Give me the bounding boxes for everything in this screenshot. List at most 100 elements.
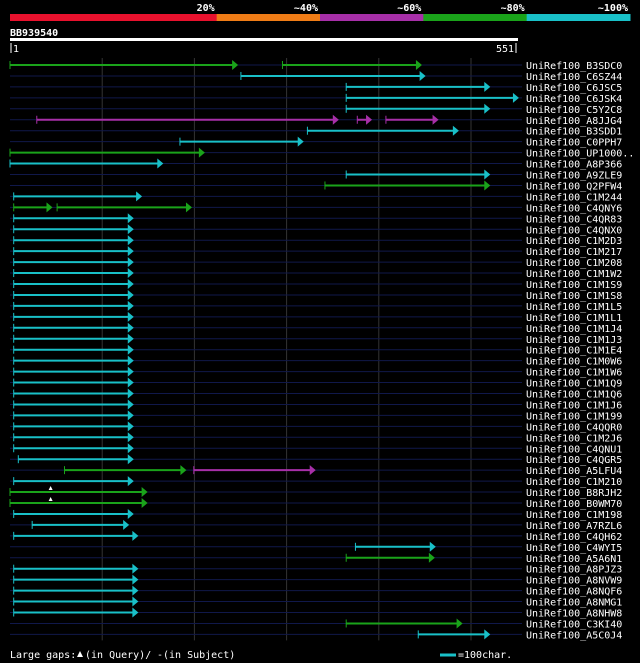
hit-row: UniRef100_C3KI40 (10, 618, 622, 630)
hit-name: UniRef100_C1M208 (526, 258, 622, 269)
hit-name: UniRef100_A5A6N1 (526, 554, 622, 565)
hit-name: UniRef100_B3SDD1 (526, 127, 622, 138)
hit-name: UniRef100_C1M1J4 (526, 324, 622, 335)
segment-arrow-icon (309, 465, 316, 476)
segment-arrow-icon (157, 158, 164, 169)
segment-arrow-icon (127, 508, 134, 519)
segment-arrow-icon (415, 60, 422, 70)
hit-name: UniRef100_C1M1Q9 (526, 379, 622, 390)
segment-arrow-icon (180, 465, 187, 476)
hit-name: UniRef100_C4QNY6 (526, 203, 622, 214)
segment-arrow-icon (127, 432, 134, 443)
segment-arrow-icon (127, 311, 134, 322)
hit-name: UniRef100_B3SDC0 (526, 61, 622, 72)
segment-arrow-icon (127, 213, 134, 224)
scale-band-4 (423, 14, 528, 21)
hit-row: UniRef100_C4QQR0 (10, 421, 622, 433)
scale-band-5 (526, 14, 631, 21)
hit-name: UniRef100_C4WYI5 (526, 543, 622, 554)
hit-name: UniRef100_C1M244 (526, 192, 622, 203)
legend-query-gap-triangle-icon (77, 651, 83, 657)
segment-arrow-icon (332, 114, 339, 125)
hit-row: UniRef100_A5LFU4 (10, 465, 622, 477)
hit-name: UniRef100_C1M1S8 (526, 291, 622, 302)
hit-row: UniRef100_C1M198 (10, 508, 622, 521)
segment-arrow-icon (127, 454, 134, 465)
hit-rows: UniRef100_B3SDC0UniRef100_C6SZ44UniRef10… (9, 60, 634, 641)
hit-row: UniRef100_C1M217 (10, 246, 622, 258)
hit-name: UniRef100_C5Y2C8 (526, 105, 622, 116)
scale-band-0 (10, 14, 114, 21)
hit-name: UniRef100_A8NQF6 (526, 587, 622, 598)
segment-arrow-icon (46, 202, 53, 213)
segment-arrow-icon (127, 300, 134, 311)
hit-row: UniRef100_A8PJZ3 (10, 563, 622, 576)
segment-arrow-icon (432, 114, 439, 125)
hit-row: UniRef100_C1M1W6 (10, 366, 622, 379)
legend-in-subject: (in Subject) (163, 650, 235, 661)
segment-arrow-icon (127, 268, 134, 279)
hit-row: UniRef100_C6JSK4 (10, 92, 622, 105)
segment-arrow-icon (456, 618, 463, 629)
hit-name: UniRef100_C1M1L1 (526, 313, 622, 324)
segment-arrow-icon (127, 289, 134, 300)
hit-name: UniRef100_C1M1W6 (526, 368, 622, 379)
hit-row: UniRef100_C4QNU1 (10, 443, 622, 455)
scale-label-5: ~100% (598, 3, 628, 14)
query-ruler: 1 551 (10, 38, 518, 55)
hit-name: UniRef100_C1M210 (526, 477, 622, 488)
segment-arrow-icon (127, 377, 134, 388)
segment-arrow-icon (127, 443, 134, 454)
segment-arrow-icon (198, 147, 205, 158)
segment-arrow-icon (141, 498, 148, 508)
hit-name: UniRef100_C6JSK4 (526, 94, 622, 105)
hit-name: UniRef100_C1M1J6 (526, 400, 622, 411)
hit-name: UniRef100_C1M1S9 (526, 280, 622, 291)
hit-name: UniRef100_C1M2J6 (526, 433, 622, 444)
segment-arrow-icon (132, 563, 139, 574)
hit-name: UniRef100_B8RJH2 (526, 488, 622, 499)
segment-arrow-icon (484, 81, 491, 92)
segment-arrow-icon (127, 399, 134, 410)
query-gap-triangle-icon (48, 486, 53, 491)
legend-in-query: (in Query)/ (85, 650, 151, 661)
scale-label-3: ~60% (397, 3, 421, 14)
query-bar (10, 38, 518, 41)
hit-row: UniRef100_A8NMG1 (10, 596, 622, 609)
legend-in-subject-symbol: - (157, 650, 163, 661)
hit-row: UniRef100_C1M1Q6 (10, 388, 622, 401)
hit-row: UniRef100_A8NQF6 (10, 585, 622, 598)
segment-arrow-icon (132, 530, 139, 541)
hit-row: UniRef100_C4QNX0 (10, 224, 622, 236)
hit-row: UniRef100_A8NHW8 (10, 607, 622, 620)
hit-row: UniRef100_C1M1J4 (10, 322, 622, 335)
segment-arrow-icon (484, 103, 491, 114)
hit-name: UniRef100_C1M2D3 (526, 236, 622, 247)
segment-arrow-icon (127, 366, 134, 377)
segment-arrow-icon (127, 355, 134, 366)
hit-row: UniRef100_C1M1L1 (10, 311, 622, 324)
hit-row: UniRef100_C1M2J6 (10, 432, 622, 444)
hit-row: UniRef100_A9ZLE9 (10, 169, 622, 182)
segment-arrow-icon (512, 92, 519, 103)
query-gap-triangle-icon (48, 497, 53, 501)
hit-row: UniRef100_C1M1Q9 (10, 377, 622, 390)
hit-name: UniRef100_A8NVW9 (526, 576, 622, 587)
hit-row: UniRef100_A5A6N1 (10, 552, 622, 565)
hit-name: UniRef100_C6JSC5 (526, 83, 622, 94)
scale-label-1: 20% (197, 3, 215, 14)
hit-row: UniRef100_C1M210 (10, 476, 622, 488)
hit-name: UniRef100_C4QR83 (526, 214, 622, 225)
hit-row: UniRef100_UP1000.. (9, 147, 634, 160)
hit-name: UniRef100_A9ZLE9 (526, 171, 622, 182)
hit-name: UniRef100_A8NHW8 (526, 609, 622, 620)
segment-arrow-icon (127, 344, 134, 355)
hit-row: UniRef100_C4QR83 (10, 213, 622, 225)
segment-arrow-icon (141, 487, 148, 498)
hit-name: UniRef100_C1M199 (526, 411, 622, 422)
hit-row: UniRef100_A7RZL6 (10, 519, 622, 532)
hit-name: UniRef100_C4QNU1 (526, 444, 622, 455)
hit-row: UniRef100_C4QNY6 (10, 202, 622, 214)
hit-row: UniRef100_C5Y2C8 (10, 103, 622, 116)
hit-name: UniRef100_C1M1J3 (526, 335, 622, 346)
